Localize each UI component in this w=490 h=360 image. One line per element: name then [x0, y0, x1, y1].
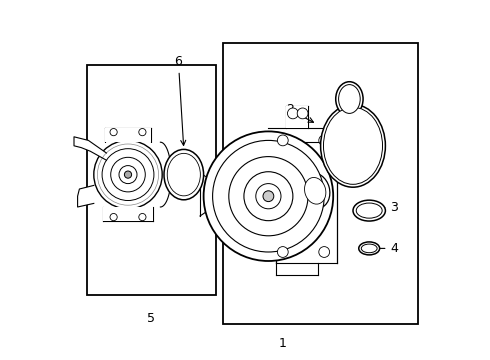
Text: 4: 4 [363, 242, 398, 255]
Ellipse shape [300, 173, 330, 208]
Circle shape [277, 247, 288, 257]
Text: 2: 2 [286, 103, 314, 122]
Polygon shape [103, 207, 153, 221]
Ellipse shape [339, 85, 360, 113]
Circle shape [139, 129, 146, 136]
Ellipse shape [304, 177, 326, 204]
Circle shape [119, 166, 137, 184]
Polygon shape [275, 263, 319, 275]
Polygon shape [269, 128, 337, 142]
Polygon shape [77, 185, 94, 207]
Polygon shape [275, 130, 337, 263]
Circle shape [288, 108, 298, 119]
Polygon shape [341, 104, 362, 116]
Ellipse shape [361, 244, 377, 253]
Ellipse shape [356, 203, 382, 218]
Polygon shape [286, 106, 308, 128]
Circle shape [139, 213, 146, 221]
Circle shape [110, 129, 117, 136]
Ellipse shape [167, 153, 200, 196]
Circle shape [229, 157, 308, 236]
Circle shape [297, 108, 308, 119]
Text: 6: 6 [174, 55, 186, 145]
Circle shape [213, 140, 324, 252]
Polygon shape [74, 137, 106, 160]
Circle shape [204, 131, 333, 261]
Polygon shape [99, 143, 157, 206]
Circle shape [110, 213, 117, 221]
Circle shape [277, 135, 288, 146]
Ellipse shape [359, 242, 380, 255]
Text: 3: 3 [357, 201, 398, 213]
Circle shape [111, 157, 145, 192]
Circle shape [319, 135, 330, 146]
Ellipse shape [336, 82, 363, 116]
Circle shape [124, 171, 132, 178]
Text: 1: 1 [279, 337, 287, 350]
Bar [87, 65, 216, 295]
Circle shape [319, 247, 330, 257]
Polygon shape [104, 128, 151, 142]
Ellipse shape [353, 200, 386, 221]
Ellipse shape [164, 149, 204, 200]
Circle shape [244, 172, 293, 221]
Bar [223, 43, 418, 324]
Circle shape [263, 191, 274, 202]
Circle shape [256, 184, 281, 209]
Circle shape [102, 149, 154, 201]
Ellipse shape [323, 107, 383, 184]
Ellipse shape [320, 104, 386, 187]
Circle shape [94, 140, 162, 209]
Text: 5: 5 [147, 312, 155, 325]
Polygon shape [200, 173, 205, 216]
